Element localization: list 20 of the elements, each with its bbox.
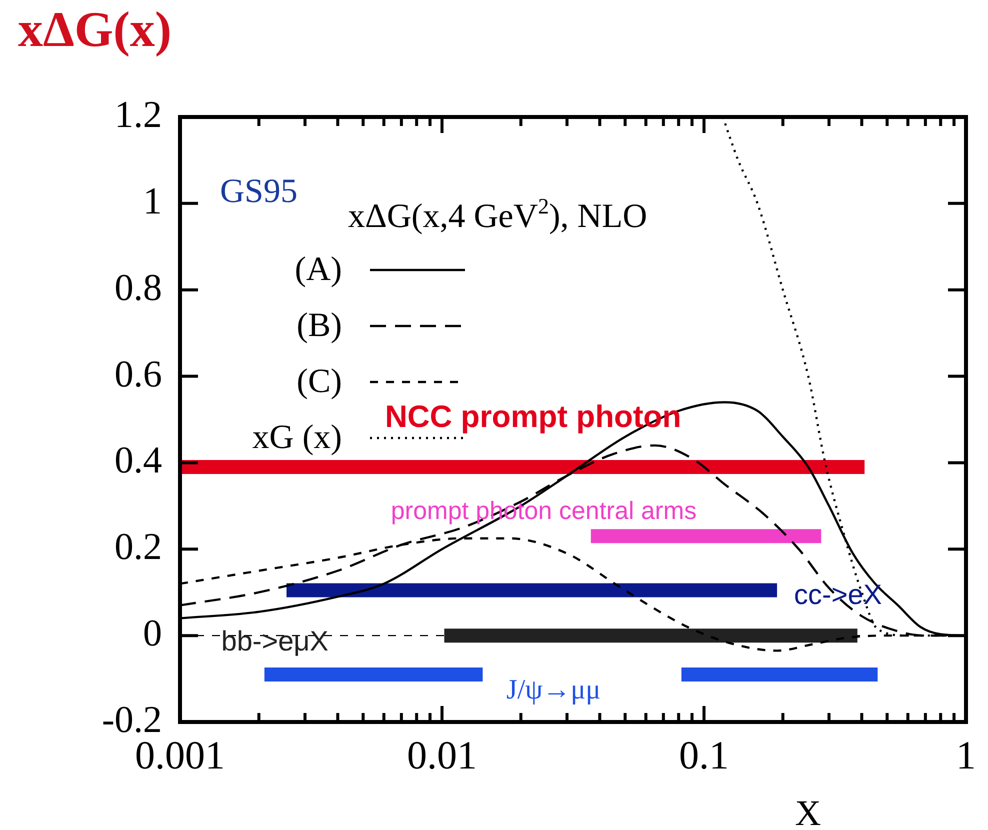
y-tick-label: 1 — [143, 180, 162, 222]
legend-label: xG (x) — [252, 419, 342, 456]
series-label: cc->eX — [794, 579, 882, 610]
legend-label: (C) — [296, 363, 342, 400]
legend-label: (A) — [294, 251, 342, 288]
x-tick-label: 0.01 — [407, 732, 477, 778]
y-axis-title: xΔG(x) — [18, 0, 172, 58]
x-tick-label: 0.1 — [679, 732, 729, 778]
x-tick-label: 1 — [956, 732, 976, 778]
y-tick-label: 0.6 — [114, 353, 162, 396]
series-label: J/ψ→μμ — [506, 674, 601, 706]
y-tick-label: 0.8 — [114, 266, 162, 309]
text: bb->eμX — [221, 626, 329, 657]
y-tick-label: 0 — [143, 612, 162, 655]
y-tick-label: 1.2 — [114, 94, 162, 136]
y-tick-label: 0.4 — [114, 440, 162, 482]
annotation: GS95 — [220, 173, 298, 210]
x-axis-title: X — [795, 792, 821, 830]
legend-label: (B) — [296, 307, 342, 344]
y-tick-label: 0.2 — [114, 526, 162, 568]
